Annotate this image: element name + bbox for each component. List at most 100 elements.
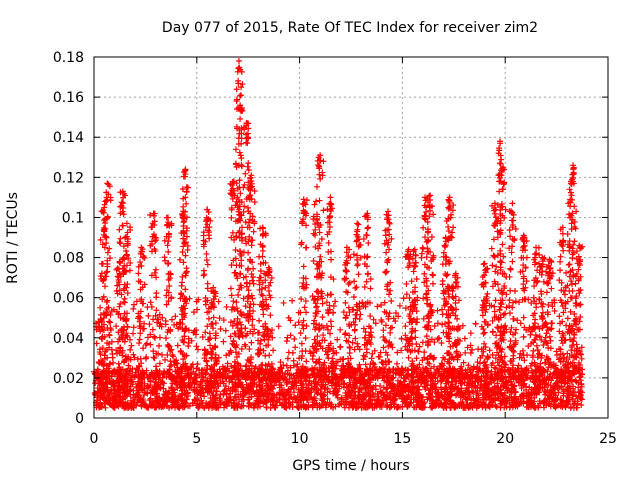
data-point (490, 396, 497, 403)
data-point (432, 393, 439, 400)
data-point (252, 363, 259, 370)
data-point (314, 404, 321, 411)
data-point (182, 286, 189, 293)
data-point (320, 207, 327, 214)
data-point (201, 393, 208, 400)
data-point (221, 387, 228, 394)
data-point (259, 253, 266, 260)
data-point (308, 385, 315, 392)
data-point (337, 326, 344, 333)
data-point (317, 253, 324, 260)
data-point (151, 334, 158, 341)
data-point (374, 303, 381, 310)
data-point (535, 404, 542, 411)
data-point (363, 232, 370, 239)
data-point (237, 152, 244, 159)
data-point (239, 81, 246, 88)
data-point (361, 284, 368, 291)
data-point (424, 360, 431, 367)
data-point (179, 273, 186, 280)
data-point (250, 228, 257, 235)
data-point (477, 382, 484, 389)
data-point (265, 287, 272, 294)
data-point (138, 403, 145, 410)
data-point (148, 303, 155, 310)
data-point (250, 404, 257, 411)
data-point (346, 279, 353, 286)
data-point (374, 390, 381, 397)
data-point (245, 167, 252, 174)
data-point (295, 386, 302, 393)
data-point (267, 312, 274, 319)
data-point (527, 397, 534, 404)
data-point (257, 337, 264, 344)
data-point (242, 219, 249, 226)
data-point (355, 271, 362, 278)
data-point (127, 346, 134, 353)
data-point (431, 322, 438, 329)
data-point (179, 279, 186, 286)
data-point (365, 224, 372, 231)
data-point (259, 361, 266, 368)
data-point (398, 335, 405, 342)
data-point (382, 269, 389, 276)
data-point (203, 400, 210, 407)
data-point (93, 340, 100, 347)
data-point (328, 256, 335, 263)
data-point (286, 376, 293, 383)
data-point (336, 385, 343, 392)
data-point (103, 240, 110, 247)
data-point (365, 240, 372, 247)
data-point (298, 340, 305, 347)
data-point (289, 297, 296, 304)
data-point (237, 92, 244, 99)
data-point (384, 259, 391, 266)
data-point (467, 330, 474, 337)
data-point (124, 281, 131, 288)
data-point (419, 394, 426, 401)
data-point (365, 397, 372, 404)
data-point (200, 232, 207, 239)
data-point (196, 397, 203, 404)
data-point (354, 340, 361, 347)
data-point (107, 319, 114, 326)
data-point (162, 335, 169, 342)
data-point (240, 402, 247, 409)
data-point (117, 235, 124, 242)
data-point (424, 238, 431, 245)
data-point (262, 352, 269, 359)
data-point (101, 283, 108, 290)
data-point (366, 401, 373, 408)
data-point (421, 349, 428, 356)
data-point (573, 393, 580, 400)
data-point (275, 323, 282, 330)
data-point (173, 400, 180, 407)
data-point (577, 388, 584, 395)
data-point (236, 149, 243, 156)
data-point (248, 339, 255, 346)
data-point (183, 200, 190, 207)
data-point (415, 348, 422, 355)
data-point (256, 317, 263, 324)
data-point (136, 340, 143, 347)
data-point (210, 366, 217, 373)
data-point (224, 396, 231, 403)
data-point (365, 270, 372, 277)
data-point (259, 247, 266, 254)
data-point (300, 263, 307, 270)
data-point (124, 290, 131, 297)
peak-point (327, 194, 334, 201)
data-point (411, 367, 418, 374)
data-point (493, 403, 500, 410)
data-point (352, 321, 359, 328)
data-point (281, 403, 288, 410)
data-point (212, 335, 219, 342)
data-point (128, 342, 135, 349)
data-point (242, 325, 249, 332)
data-point (367, 313, 374, 320)
data-point (195, 404, 202, 411)
data-point (515, 362, 522, 369)
data-point (336, 378, 343, 385)
data-point (549, 386, 556, 393)
data-point (106, 318, 113, 325)
